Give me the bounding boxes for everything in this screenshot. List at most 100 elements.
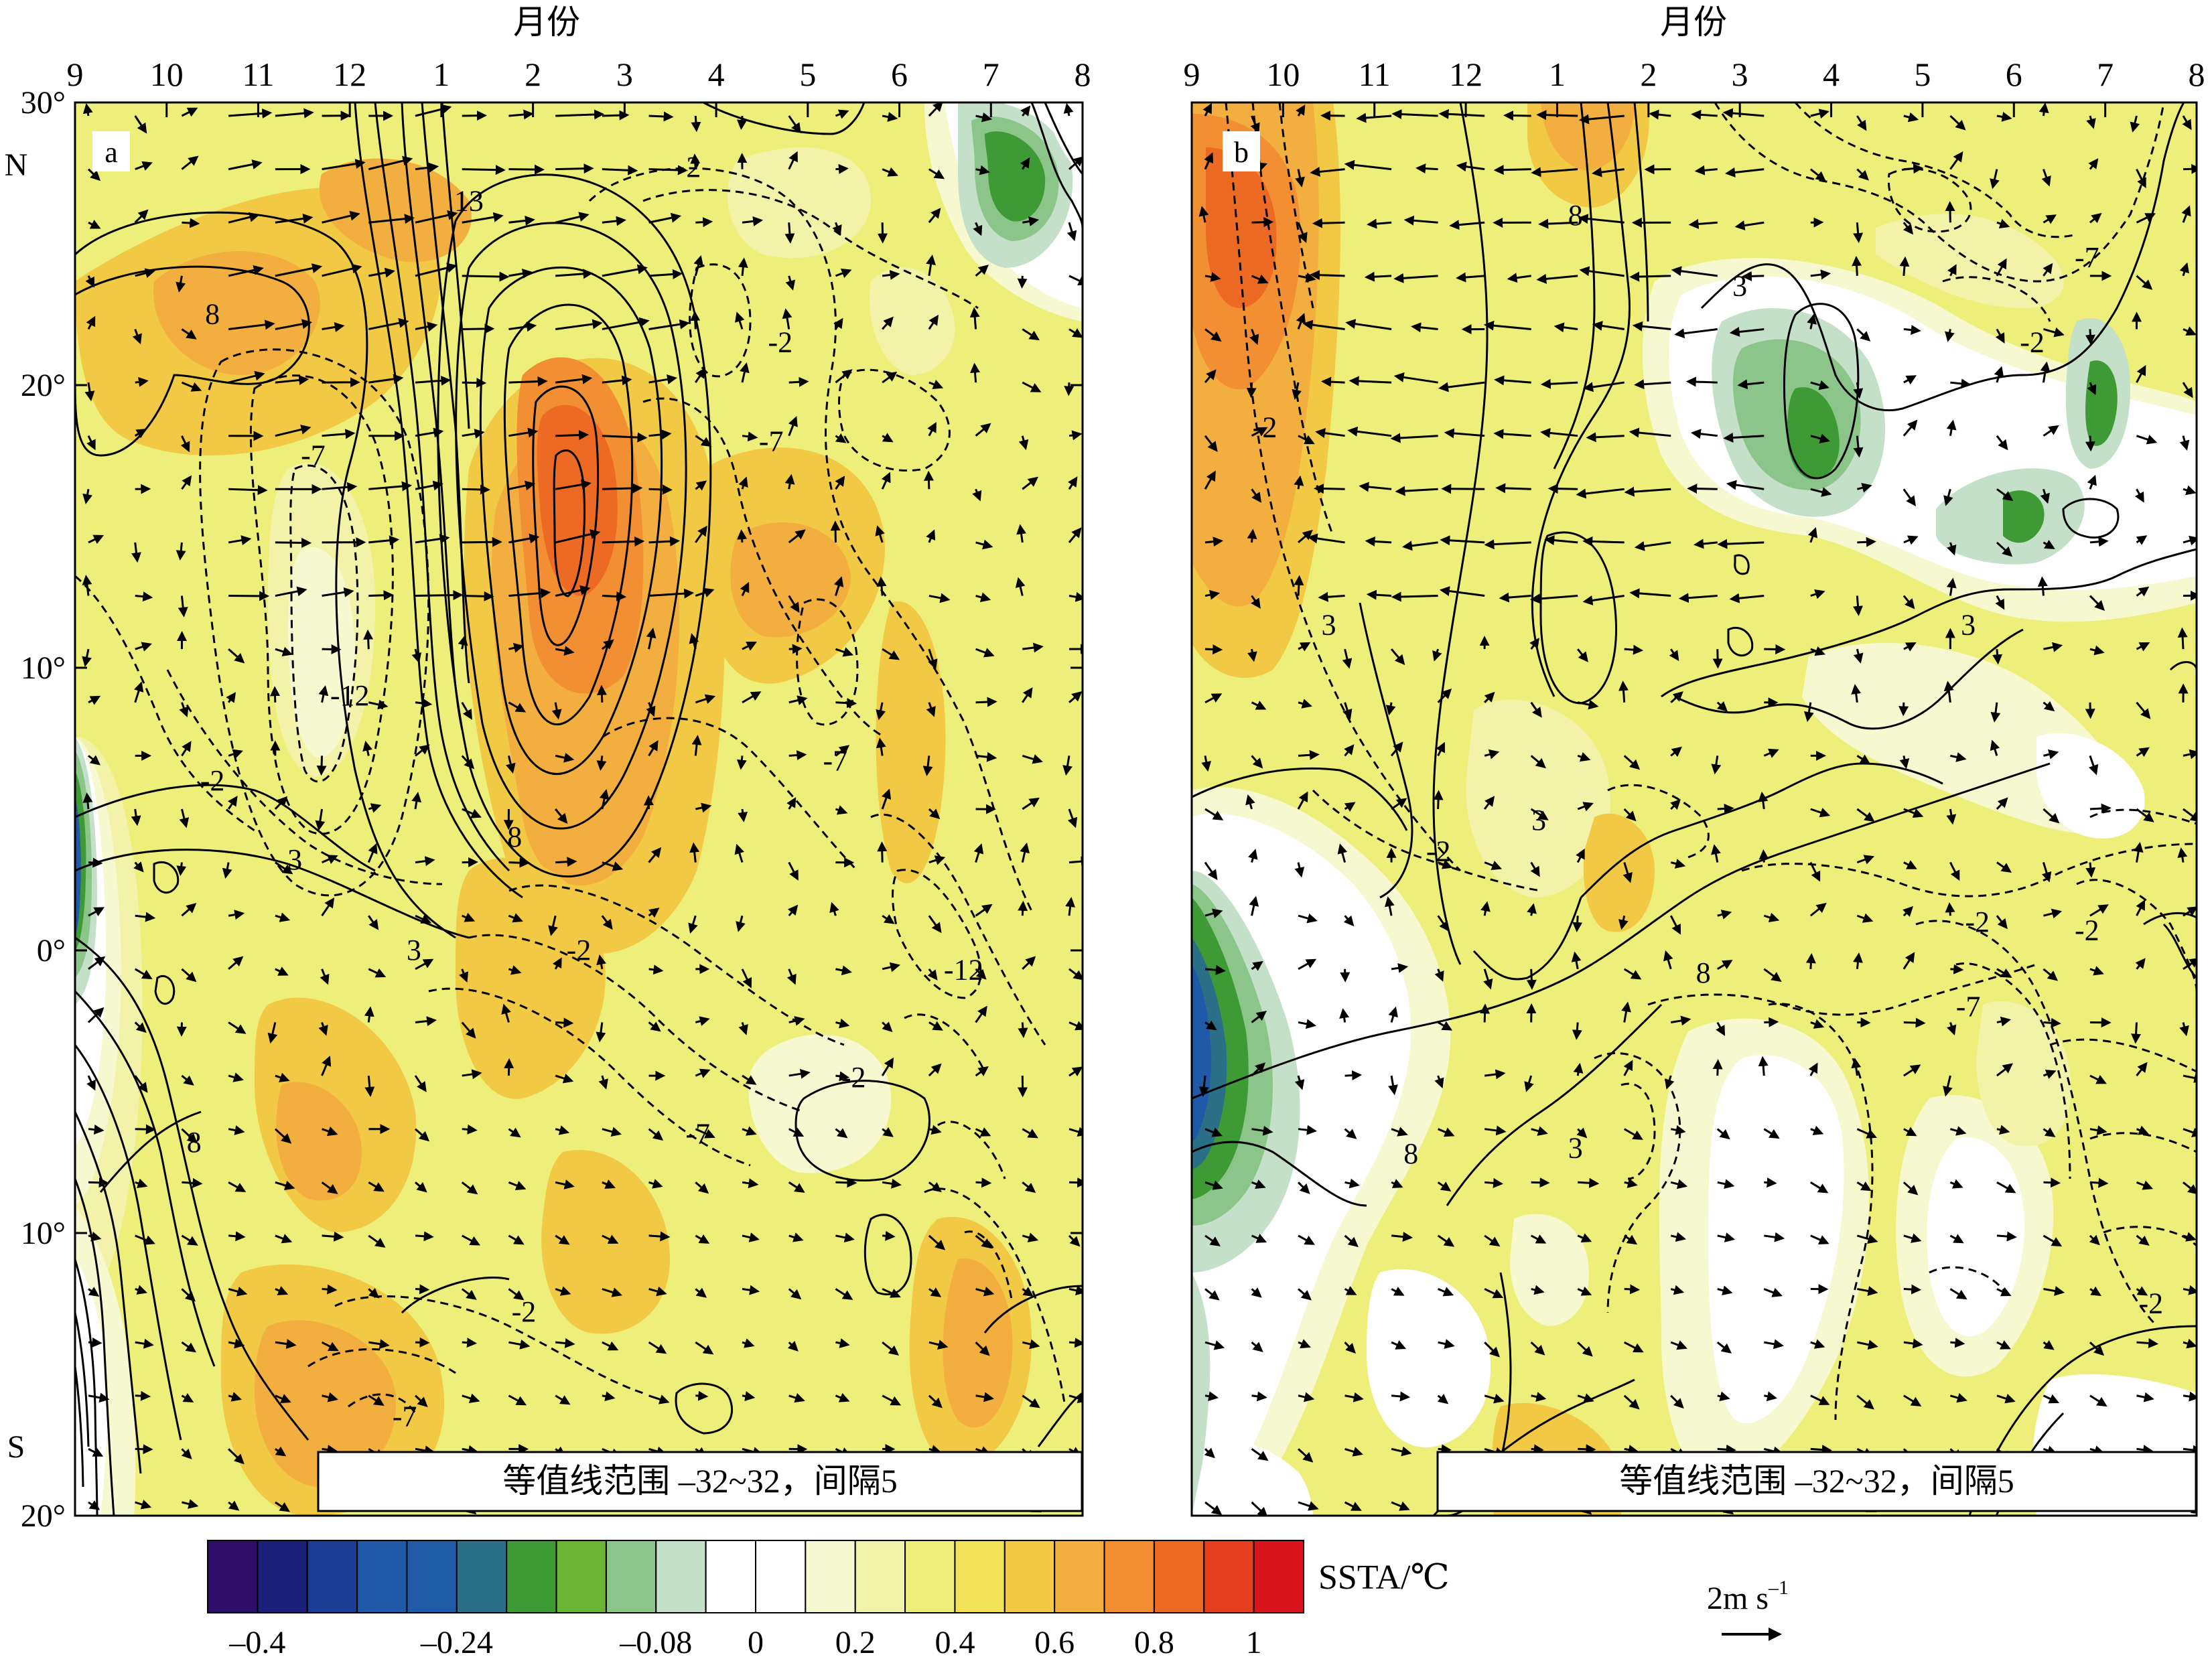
wind-vector: [1950, 964, 1964, 975]
wind-vector: [1204, 644, 1223, 655]
wind-vector: [2183, 1285, 2197, 1295]
wind-vector: [788, 1016, 805, 1026]
wind-vector: [1810, 1019, 1825, 1029]
wind-vector: [1996, 435, 2008, 451]
wind-vector: [504, 1058, 514, 1076]
wind-vector: [875, 525, 885, 543]
wind-vector: [1249, 895, 1259, 916]
panel-b-label: b: [1234, 136, 1249, 169]
month-tick-label: 11: [242, 56, 274, 93]
wind-vector: [784, 222, 795, 244]
vector-key-label: 2m s–1: [1707, 1577, 1789, 1616]
wind-vector: [602, 432, 648, 443]
wind-vector: [88, 695, 101, 705]
wind-vector: [1578, 1177, 1600, 1188]
wind-vector: [1623, 1394, 1640, 1410]
wind-vector: [1634, 379, 1671, 390]
wind-vector: [1204, 693, 1223, 704]
month-tick-label: 12: [1449, 56, 1482, 93]
wind-vector: [1810, 1125, 1824, 1135]
wind-vector: [1737, 379, 1765, 390]
wind-vector: [1292, 382, 1302, 400]
wind-vector: [1623, 1128, 1643, 1140]
wind-vector: [1298, 1339, 1311, 1349]
wind-vector: [1943, 488, 1953, 506]
wind-vector: [1903, 419, 1918, 437]
colorbar: [207, 1540, 1304, 1613]
wind-vector: [1436, 741, 1445, 757]
wind-vector: [835, 1018, 850, 1029]
wind-vector: [1678, 593, 1718, 603]
wind-vector: [928, 1125, 942, 1135]
wind-vector: [1344, 744, 1355, 757]
wind-vector: [462, 323, 495, 334]
wind-vector: [1717, 1444, 1736, 1455]
wind-vector: [928, 1063, 942, 1077]
wind-vector: [228, 535, 252, 546]
wind-vector: [2136, 1125, 2149, 1135]
wind-vector: [368, 1181, 385, 1192]
wind-vector: [1578, 114, 1625, 125]
wind-vector: [1318, 591, 1345, 602]
wind-vector: [1298, 1448, 1314, 1463]
wind-vector: [1996, 541, 2013, 557]
wind-vector: [1294, 1075, 1305, 1090]
wind-vector: [1629, 588, 1671, 599]
wind-vector: [1437, 1021, 1453, 1031]
wind-vector: [1297, 1181, 1310, 1194]
wind-vector: [1344, 1342, 1356, 1354]
wind-vector: [415, 1231, 434, 1242]
wind-vector: [1022, 1232, 1039, 1242]
wind-vector: [1294, 862, 1305, 878]
wind-vector: [926, 529, 936, 543]
wind-vector: [1310, 270, 1345, 281]
wind-vector: [1810, 380, 1829, 390]
wind-vector: [1344, 1070, 1363, 1081]
wind-vector: [882, 1178, 902, 1189]
wind-vector: [88, 1338, 102, 1348]
wind-vector: [1439, 586, 1485, 597]
wind-vector: [1068, 591, 1083, 602]
wind-vector: [1990, 169, 2000, 190]
wind-vector: [1067, 808, 1078, 828]
wind-vector: [555, 1017, 574, 1028]
wind-vector: [598, 1075, 608, 1090]
wind-vector: [1068, 691, 1083, 703]
wind-vector: [969, 307, 980, 330]
wind-vector: [1723, 432, 1765, 443]
wind-vector: [88, 1287, 100, 1297]
wind-vector: [1484, 691, 1495, 703]
wind-vector: [928, 593, 951, 603]
wind-vector: [1296, 313, 1306, 330]
lat-tick-label: 20°: [21, 1498, 66, 1534]
wind-vector: [1669, 915, 1681, 935]
wind-vector: [2183, 1073, 2197, 1083]
wind-vector: [1990, 739, 2000, 756]
wind-vector: [2043, 1234, 2063, 1247]
wind-vector: [1022, 476, 1039, 490]
wind-vector: [228, 1392, 242, 1402]
wind-vector: [1437, 688, 1452, 703]
wind-vector: [275, 424, 312, 437]
wind-vector: [695, 525, 707, 543]
contour-label: 3: [1732, 269, 1747, 302]
wind-vector: [1531, 1392, 1547, 1402]
wind-vector: [322, 1126, 338, 1137]
wind-vector: [602, 591, 627, 602]
wind-vector: [1949, 1234, 1964, 1244]
colorbar-tick-label: 0.6: [1034, 1625, 1075, 1659]
colorbar-cell: [1103, 1540, 1155, 1613]
wind-vector: [648, 165, 688, 175]
wind-vector: [1571, 951, 1582, 970]
wind-vector: [1385, 702, 1396, 716]
wind-vector: [1530, 1234, 1547, 1244]
wind-vector: [2089, 1074, 2107, 1084]
wind-vector: [1245, 794, 1255, 810]
wind-vector: [415, 210, 458, 224]
wind-vector: [1722, 108, 1765, 119]
wind-vector: [928, 808, 941, 820]
wind-vector: [135, 1285, 147, 1295]
panel-b-contour-labels: 8-73-2-23 33-2-2 -28-78 3-2: [1253, 199, 2163, 1320]
colorbar-tick-label: 0.8: [1134, 1625, 1174, 1659]
wind-vector: [695, 802, 712, 813]
